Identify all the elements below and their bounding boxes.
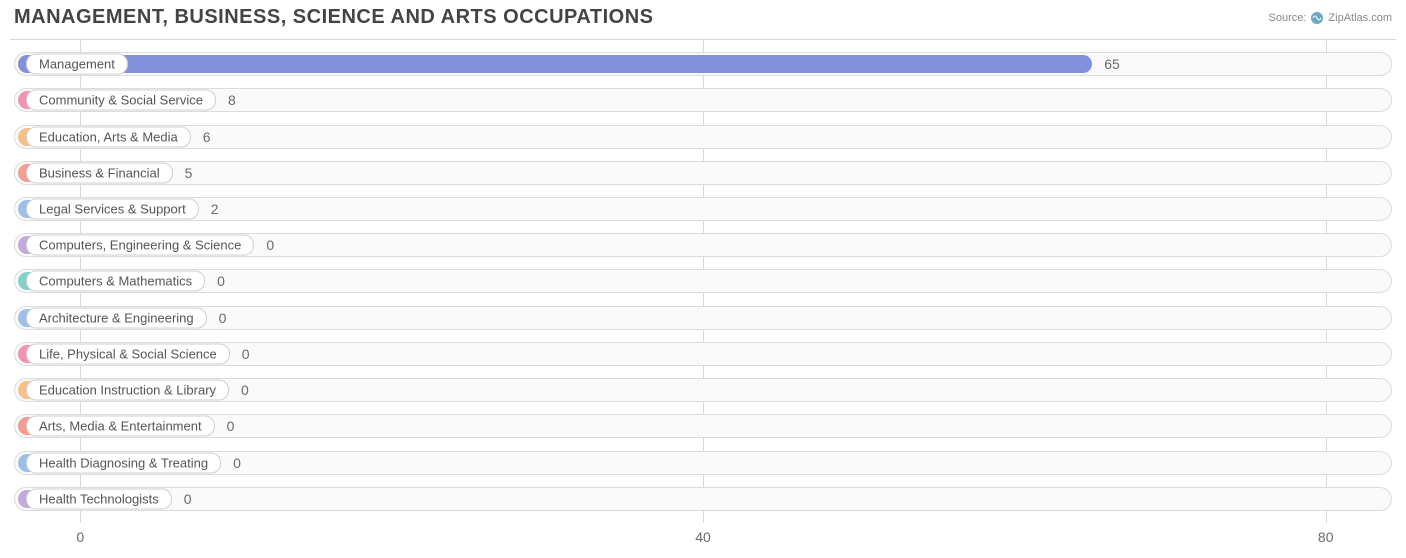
bar-track — [14, 88, 1392, 112]
bar-track — [14, 487, 1392, 511]
chart-header: MANAGEMENT, BUSINESS, SCIENCE AND ARTS O… — [0, 0, 1406, 39]
bar-value-label: 0 — [241, 382, 249, 398]
category-pill: Business & Financial — [26, 162, 173, 183]
bar-value-label: 0 — [242, 346, 250, 362]
source-prefix: Source: — [1269, 12, 1307, 24]
bar-row: Health Diagnosing & Treating 0 — [10, 449, 1396, 477]
source-attribution: Source: ZipAtlas.com — [1269, 11, 1393, 25]
category-pill: Life, Physical & Social Science — [26, 343, 230, 364]
bar-row: Arts, Media & Entertainment 0 — [10, 412, 1396, 440]
x-axis-tick-label: 40 — [695, 529, 711, 545]
bar-value-label: 2 — [211, 201, 219, 217]
source-logo-icon — [1310, 11, 1324, 25]
bar-value-label: 6 — [203, 129, 211, 145]
bar-track — [14, 161, 1392, 185]
bar-track — [14, 125, 1392, 149]
category-pill: Community & Social Service — [26, 90, 216, 111]
bar-value-label: 65 — [1104, 56, 1120, 72]
source-name: ZipAtlas.com — [1328, 12, 1392, 24]
bar-row: Management 65 — [10, 50, 1396, 78]
bar-value-label: 0 — [217, 273, 225, 289]
x-axis-tick-label: 80 — [1318, 529, 1334, 545]
bar-value-label: 0 — [227, 418, 235, 434]
bar-row: Education, Arts & Media 6 — [10, 123, 1396, 151]
bar-row: Computers, Engineering & Science 0 — [10, 231, 1396, 259]
category-pill: Management — [26, 54, 128, 75]
chart-title: MANAGEMENT, BUSINESS, SCIENCE AND ARTS O… — [14, 6, 653, 29]
bar-row: Life, Physical & Social Science 0 — [10, 340, 1396, 368]
bar-track — [14, 414, 1392, 438]
bar-value-label: 0 — [219, 310, 227, 326]
bar-row: Education Instruction & Library 0 — [10, 376, 1396, 404]
category-pill: Education Instruction & Library — [26, 380, 229, 401]
bar-value-label: 0 — [266, 237, 274, 253]
bar-row: Legal Services & Support 2 — [10, 195, 1396, 223]
bar-row: Architecture & Engineering 0 — [10, 304, 1396, 332]
x-axis-tick-label: 0 — [76, 529, 84, 545]
category-pill: Arts, Media & Entertainment — [26, 416, 215, 437]
category-pill: Computers & Mathematics — [26, 271, 205, 292]
bar-value-label: 8 — [228, 92, 236, 108]
bar-rows: Management65Community & Social Service8E… — [10, 46, 1396, 517]
category-pill: Legal Services & Support — [26, 198, 199, 219]
bar-row: Computers & Mathematics 0 — [10, 267, 1396, 295]
bar-fill — [18, 55, 1092, 73]
bar-value-label: 0 — [184, 491, 192, 507]
category-pill: Health Diagnosing & Treating — [26, 452, 221, 473]
x-axis-labels: 0 40 80 — [10, 525, 1396, 549]
category-pill: Education, Arts & Media — [26, 126, 191, 147]
bar-value-label: 5 — [185, 165, 193, 181]
bar-value-label: 0 — [233, 455, 241, 471]
category-pill: Architecture & Engineering — [26, 307, 207, 328]
bar-row: Community & Social Service 8 — [10, 86, 1396, 114]
bar-row: Health Technologists 0 — [10, 485, 1396, 513]
category-pill: Computers, Engineering & Science — [26, 235, 254, 256]
category-pill: Health Technologists — [26, 488, 172, 509]
bar-track — [14, 197, 1392, 221]
chart-area: Management65Community & Social Service8E… — [10, 39, 1396, 549]
bar-row: Business & Financial 5 — [10, 159, 1396, 187]
plot-area: Management65Community & Social Service8E… — [10, 39, 1396, 523]
